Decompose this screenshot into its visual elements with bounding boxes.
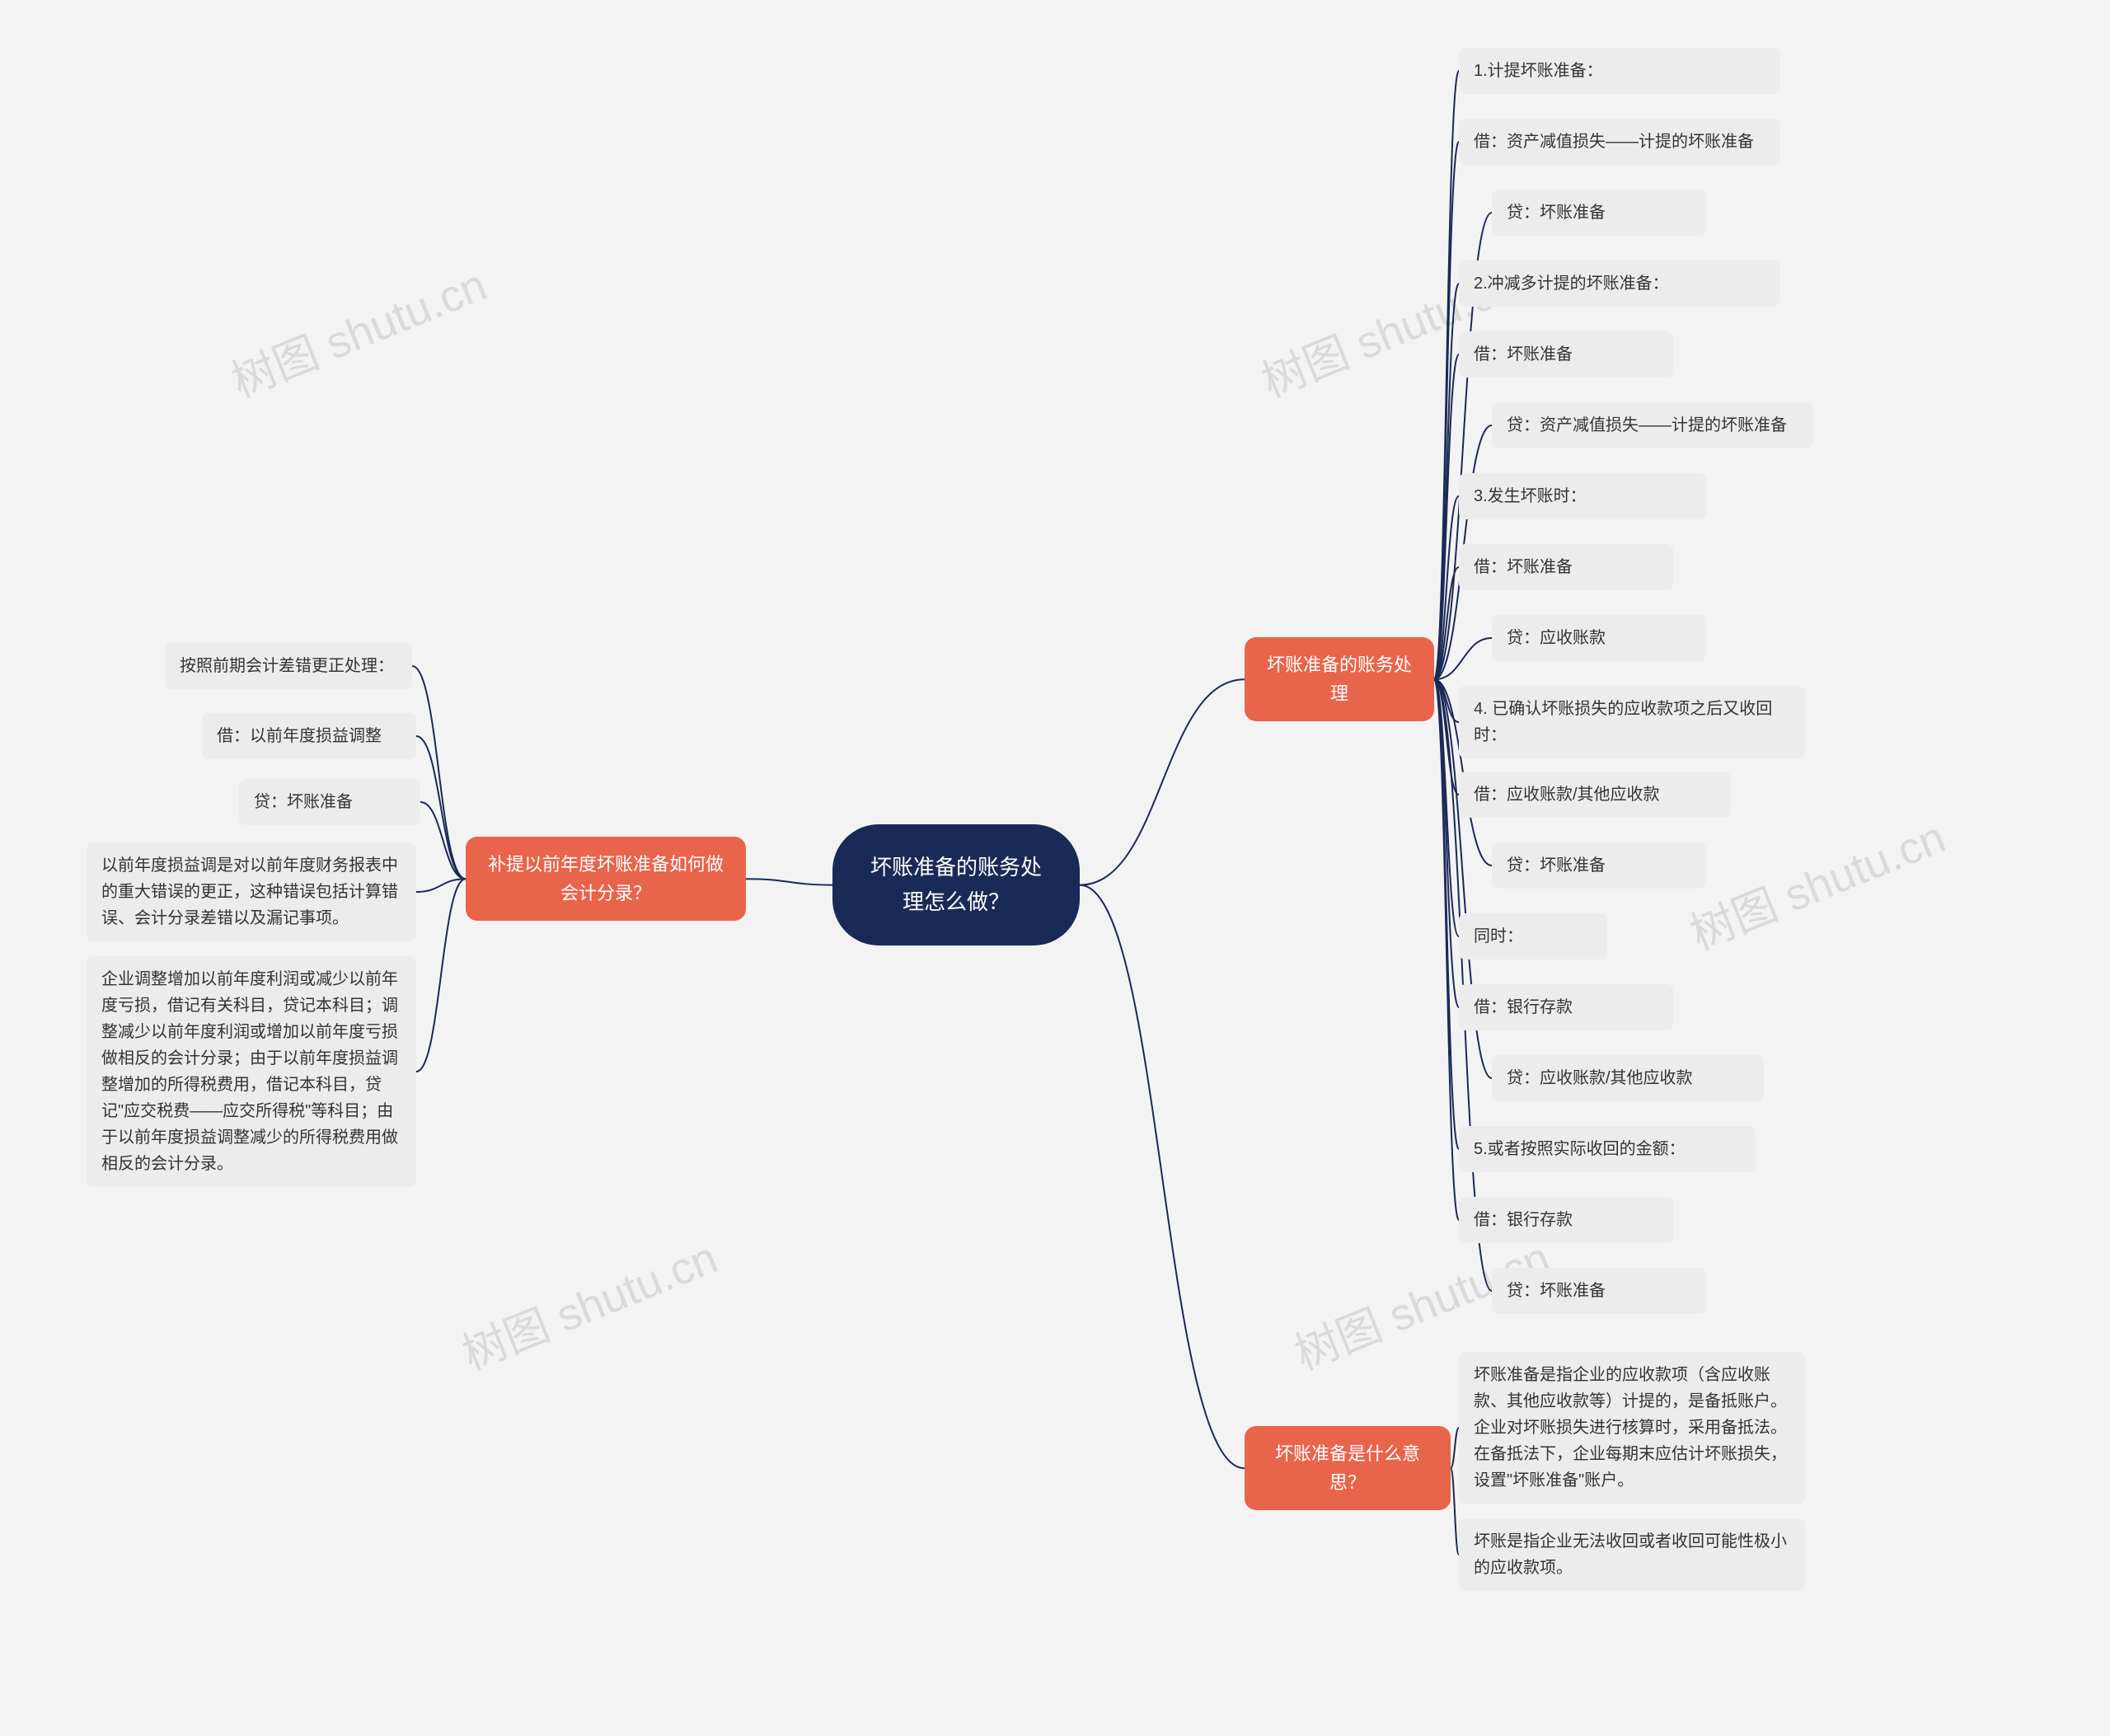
watermark-text: 树图 shutu.cn — [220, 249, 495, 411]
leaf-node: 1.计提坏账准备： — [1459, 48, 1780, 94]
root-node: 坏账准备的账务处理怎么做？ — [832, 824, 1080, 945]
leaf-node: 借：资产减值损失——计提的坏账准备 — [1459, 119, 1780, 165]
branch-node: 坏账准备的账务处理 — [1245, 637, 1434, 721]
leaf-node: 企业调整增加以前年度利润或减少以前年度亏损，借记有关科目，贷记本科目；调整减少以… — [87, 956, 416, 1187]
leaf-node: 按照前期会计差错更正处理： — [165, 643, 412, 689]
leaf-node: 以前年度损益调是对以前年度财务报表中的重大错误的更正，这种错误包括计算错误、会计… — [87, 842, 416, 941]
leaf-node: 贷：坏账准备 — [1492, 1268, 1706, 1314]
leaf-node: 贷：应收账款/其他应收款 — [1492, 1055, 1764, 1101]
leaf-node: 借：坏账准备 — [1459, 544, 1673, 590]
branch-node: 坏账准备是什么意思？ — [1245, 1426, 1451, 1510]
leaf-node: 3.发生坏账时： — [1459, 473, 1706, 519]
leaf-node: 2.冲减多计提的坏账准备： — [1459, 260, 1780, 307]
leaf-node: 借：应收账款/其他应收款 — [1459, 772, 1731, 818]
leaf-node: 同时： — [1459, 913, 1607, 959]
leaf-node: 借：以前年度损益调整 — [202, 713, 416, 759]
leaf-node: 借：银行存款 — [1459, 1197, 1673, 1243]
branch-node: 补提以前年度坏账准备如何做会计分录？ — [466, 837, 746, 921]
leaf-node: 借：坏账准备 — [1459, 331, 1673, 378]
leaf-node: 贷：坏账准备 — [1492, 842, 1706, 889]
leaf-node: 坏账是指企业无法收回或者收回可能性极小的应收款项。 — [1459, 1518, 1805, 1591]
leaf-node: 4. 已确认坏账损失的应收款项之后又收回时： — [1459, 686, 1805, 758]
leaf-node: 坏账准备是指企业的应收款项（含应收账款、其他应收款等）计提的，是备抵账户。企业对… — [1459, 1352, 1805, 1504]
watermark-text: 树图 shutu.cn — [1679, 801, 1953, 963]
watermark-text: 树图 shutu.cn — [451, 1222, 725, 1383]
leaf-node: 贷：应收账款 — [1492, 615, 1706, 661]
leaf-node: 5.或者按照实际收回的金额： — [1459, 1126, 1756, 1172]
leaf-node: 贷：坏账准备 — [239, 779, 420, 825]
leaf-node: 借：银行存款 — [1459, 984, 1673, 1030]
leaf-node: 贷：坏账准备 — [1492, 190, 1706, 236]
leaf-node: 贷：资产减值损失——计提的坏账准备 — [1492, 402, 1813, 448]
